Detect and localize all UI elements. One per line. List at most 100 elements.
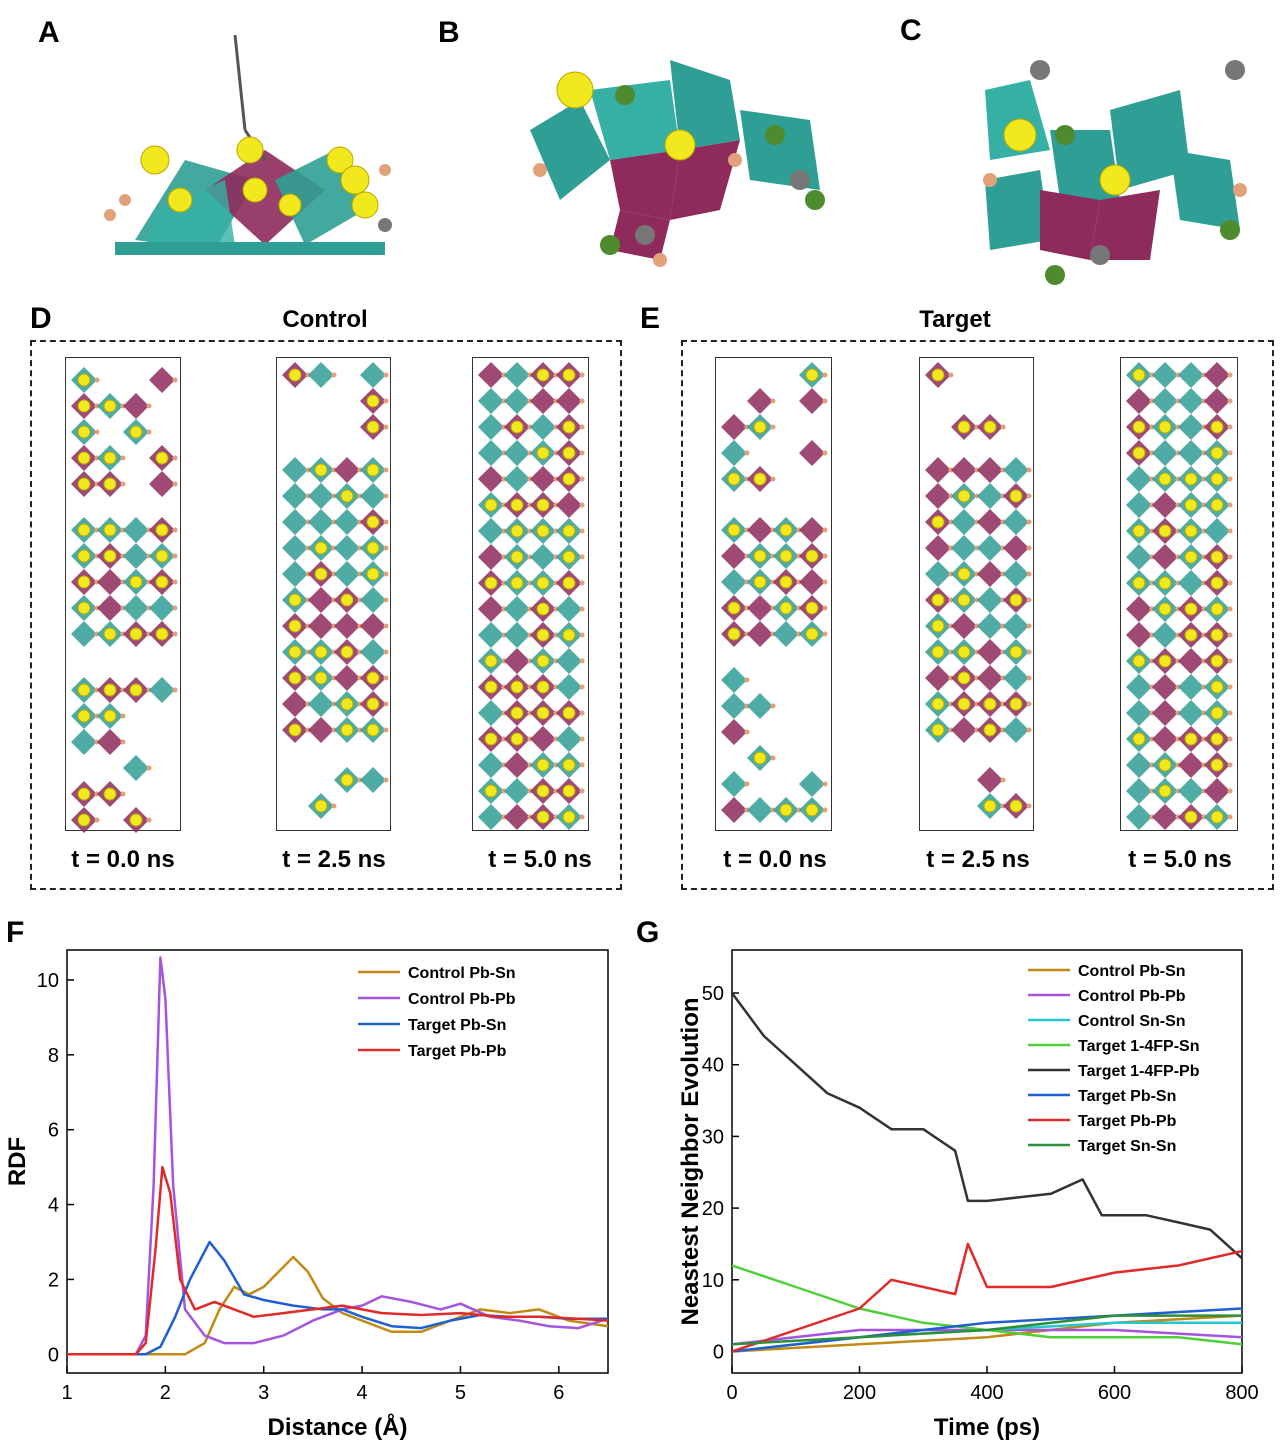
octahedron <box>1110 90 1190 190</box>
target-snapshot-t0 <box>715 357 832 831</box>
ion-green <box>1220 220 1240 240</box>
ion-orange <box>379 164 391 176</box>
octahedron <box>1170 150 1240 230</box>
legend-label: Target Pb-Pb <box>1078 1113 1177 1130</box>
octahedron <box>670 60 740 150</box>
x-tick-label: 200 <box>843 1382 876 1404</box>
octahedron <box>530 100 610 200</box>
y-axis-label: Neastest Neighbor Evolution <box>677 997 704 1325</box>
ion-orange <box>1233 183 1247 197</box>
x-tick-label: 600 <box>1098 1382 1131 1404</box>
neighbor-evolution-chart: 0 200 400 600 800 0 10 20 30 40 50 Time (ps) Neastes… <box>677 949 1259 1441</box>
legend-label: Control Pb-Sn <box>408 965 516 982</box>
structure-c <box>983 60 1247 285</box>
rdf-chart: 1 2 3 4 5 6 0 2 4 6 8 10 Distance (Å) RDF Control Pb-S… <box>4 949 609 1441</box>
x-tick-label: 0 <box>726 1382 737 1404</box>
ion-green <box>1055 125 1075 145</box>
x-tick-label: 400 <box>970 1382 1003 1404</box>
ion-yellow <box>140 145 170 175</box>
ion-yellow <box>351 191 379 219</box>
x-tick-label: 2 <box>160 1382 171 1404</box>
ion-orange <box>533 163 547 177</box>
y-tick-label: 6 <box>48 1120 59 1142</box>
legend-label: Target Pb-Sn <box>408 1017 506 1034</box>
legend-label: Control Pb-Sn <box>1078 963 1186 980</box>
ion-grey <box>1030 60 1050 80</box>
legend-label: Target Pb-Sn <box>1078 1088 1176 1105</box>
legend-label: Target 1-4FP-Sn <box>1078 1038 1200 1055</box>
control-time-25: t = 2.5 ns <box>282 846 386 873</box>
structure-b <box>530 60 825 267</box>
panel-label-f: F <box>6 916 25 949</box>
y-tick-label: 50 <box>702 983 724 1005</box>
panel-label-d: D <box>30 302 52 335</box>
legend-label: Target Pb-Pb <box>408 1043 507 1060</box>
y-tick-label: 8 <box>48 1045 59 1067</box>
control-title: Control <box>282 306 368 333</box>
series-line-6 <box>732 1242 1242 1353</box>
ion-green <box>1045 265 1065 285</box>
series-line-7 <box>732 1314 1242 1346</box>
y-tick-label: 20 <box>702 1198 724 1220</box>
panel-label-c: C <box>900 14 922 47</box>
ion-orange <box>983 173 997 187</box>
ion-yellow <box>664 129 696 161</box>
molecule-chain <box>233 34 247 131</box>
ion-yellow <box>340 165 370 195</box>
control-snapshot-t0 <box>65 357 181 831</box>
y-tick-label: 10 <box>37 970 59 992</box>
legend-label: Control Sn-Sn <box>1078 1013 1186 1030</box>
ion-green <box>600 235 620 255</box>
ion-green <box>805 190 825 210</box>
panel-label-g: G <box>636 916 660 949</box>
x-tick-label: 1 <box>61 1382 72 1404</box>
legend-label: Target 1-4FP-Pb <box>1078 1063 1200 1080</box>
legend-label: Target Sn-Sn <box>1078 1138 1176 1155</box>
ion-orange <box>728 153 742 167</box>
octahedron <box>610 150 680 220</box>
panel-label-b: B <box>438 16 460 49</box>
target-time-25: t = 2.5 ns <box>926 846 1030 873</box>
ion-yellow <box>556 71 594 109</box>
target-title: Target <box>919 306 991 333</box>
series-line-3 <box>67 1165 608 1356</box>
panel-label-a: A <box>38 16 60 49</box>
ion-yellow <box>236 136 264 164</box>
octahedron <box>1090 190 1160 260</box>
substrate <box>115 242 385 255</box>
control-snapshot-t5 <box>472 357 589 831</box>
ion-yellow <box>242 177 268 203</box>
target-snapshot-t5 <box>1120 357 1238 831</box>
ion-orange <box>119 194 131 206</box>
series-line-0 <box>732 1314 1242 1353</box>
legend-label: Control Pb-Pb <box>1078 988 1186 1005</box>
control-time-0: t = 0.0 ns <box>71 846 175 873</box>
y-tick-label: 2 <box>48 1269 59 1291</box>
y-tick-label: 40 <box>702 1055 724 1077</box>
octahedron <box>145 180 235 248</box>
octahedron <box>670 140 740 220</box>
ion-green <box>765 125 785 145</box>
structure-a <box>104 34 392 255</box>
x-tick-label: 4 <box>357 1382 368 1404</box>
octahedron <box>985 170 1050 250</box>
control-panel-box <box>30 340 622 890</box>
ion-grey <box>378 218 392 232</box>
ion-orange <box>653 253 667 267</box>
ion-grey <box>790 170 810 190</box>
y-tick-label: 0 <box>713 1341 724 1363</box>
ion-grey <box>1225 60 1245 80</box>
target-snapshot-t25 <box>919 357 1034 831</box>
ion-green <box>615 85 635 105</box>
control-time-5: t = 5.0 ns <box>488 846 592 873</box>
plot-frame <box>66 949 609 1374</box>
legend-label: Control Pb-Pb <box>408 991 516 1008</box>
series-line-0 <box>67 1255 608 1356</box>
ion-yellow <box>278 193 302 217</box>
y-axis-label: RDF <box>4 1137 31 1186</box>
ion-yellow <box>326 146 354 174</box>
x-tick-label: 6 <box>553 1382 564 1404</box>
ion-yellow <box>1003 118 1037 152</box>
x-tick-label: 5 <box>455 1382 466 1404</box>
x-tick-label: 800 <box>1225 1382 1258 1404</box>
